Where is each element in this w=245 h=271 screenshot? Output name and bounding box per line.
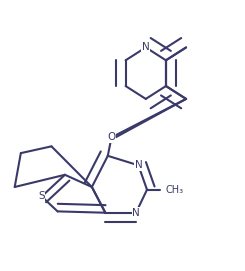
Text: N: N [132, 208, 140, 218]
Text: S: S [38, 192, 45, 201]
Text: N: N [142, 43, 150, 52]
Text: CH₃: CH₃ [166, 185, 184, 195]
Text: N: N [135, 160, 142, 170]
Text: O: O [107, 133, 116, 142]
